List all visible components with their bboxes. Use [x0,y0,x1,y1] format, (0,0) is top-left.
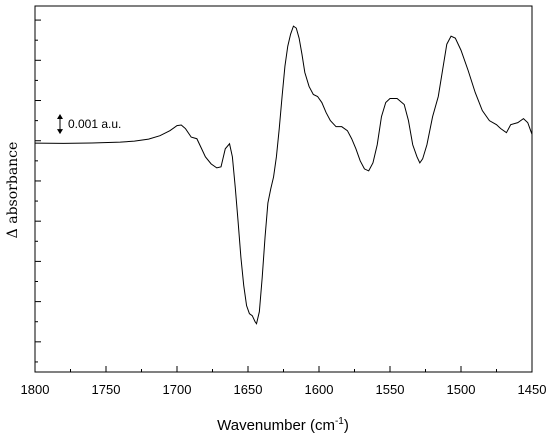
x-tick-label-1650: 1650 [234,382,263,397]
x-tick-label-1800: 1800 [21,382,50,397]
x-tick-label-1500: 1500 [447,382,476,397]
scale-bar-arrow-up-icon [57,114,63,119]
x-axis-ticks [34,366,533,372]
x-tick-label-1550: 1550 [376,382,405,397]
x-tick-label-1700: 1700 [163,382,192,397]
scale-bar-label: 0.001 a.u. [68,117,121,131]
plot-frame [34,5,533,373]
x-axis-title: Wavenumber (cm-1) [217,416,349,434]
spectrum-line [34,25,533,325]
x-tick-label-1750: 1750 [92,382,121,397]
y-axis-ticks [35,19,41,363]
x-tick-label-1450: 1450 [518,382,547,397]
x-tick-label-1600: 1600 [305,382,334,397]
scale-bar-arrow-down-icon [57,129,63,135]
y-axis-title: Δ absorbance [5,142,21,239]
x-axis-tick-labels: 1800 1750 1700 1650 1600 1550 1500 1450 [21,382,547,397]
scale-bar: 0.001 a.u. [57,114,121,135]
